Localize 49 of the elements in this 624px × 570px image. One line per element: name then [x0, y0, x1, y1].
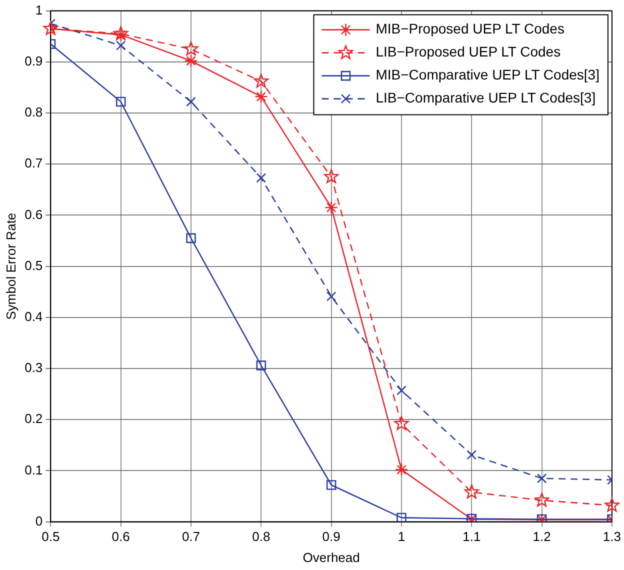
- point: [186, 233, 196, 244]
- point: [604, 498, 620, 512]
- y-tick-label: 1: [35, 2, 43, 18]
- point: [184, 41, 198, 56]
- point: [536, 473, 547, 484]
- point: [464, 484, 479, 498]
- y-axis-title: Symbol Error Rate: [3, 212, 18, 320]
- point: [184, 54, 198, 68]
- legend-label: MIB−Proposed UEP LT Codes: [376, 20, 564, 37]
- y-tick-label: 0.3: [24, 360, 43, 376]
- point: [256, 360, 266, 370]
- point: [116, 40, 126, 50]
- y-tick-label: 0.5: [24, 258, 43, 273]
- point: [326, 480, 336, 490]
- point: [254, 90, 268, 104]
- x-tick-label: 1.1: [462, 529, 481, 544]
- x-tick-label: 0.7: [182, 529, 200, 544]
- y-tick-label: 0: [35, 513, 43, 528]
- point: [254, 74, 268, 88]
- point: [43, 21, 58, 35]
- y-tick-label: 0.4: [24, 308, 43, 324]
- point: [396, 512, 406, 522]
- legend-label: LIB−Proposed UEP LT Codes: [376, 44, 561, 60]
- point: [394, 463, 408, 476]
- x-tick-label: 0.9: [322, 529, 340, 544]
- point: [324, 169, 339, 184]
- point: [466, 450, 477, 460]
- point: [396, 386, 406, 396]
- x-axis-title: Overhead: [302, 550, 360, 565]
- legend-label: LIB−Comparative UEP LT Codes[3]: [376, 90, 596, 106]
- y-tick-label: 0.7: [24, 156, 43, 171]
- legend-label: MIB−Comparative UEP LT Codes[3]: [376, 66, 600, 83]
- y-tick-label: 0.2: [24, 411, 43, 426]
- x-tick-label: 1: [398, 529, 406, 544]
- point: [186, 96, 196, 107]
- point: [394, 416, 409, 430]
- y-tick-label: 0.8: [24, 104, 43, 120]
- point: [256, 173, 266, 183]
- x-tick-label: 0.8: [252, 529, 270, 544]
- y-tick-label: 0.1: [24, 462, 43, 478]
- point: [534, 492, 550, 507]
- x-tick-label: 0.6: [112, 529, 130, 544]
- x-tick-label: 1.3: [602, 529, 622, 544]
- y-tick-label: 0.9: [24, 53, 43, 68]
- point: [116, 96, 126, 107]
- x-tick-label: 1.2: [532, 529, 551, 544]
- y-tick-label: 0.6: [24, 206, 43, 222]
- point: [324, 200, 338, 214]
- point: [326, 292, 336, 302]
